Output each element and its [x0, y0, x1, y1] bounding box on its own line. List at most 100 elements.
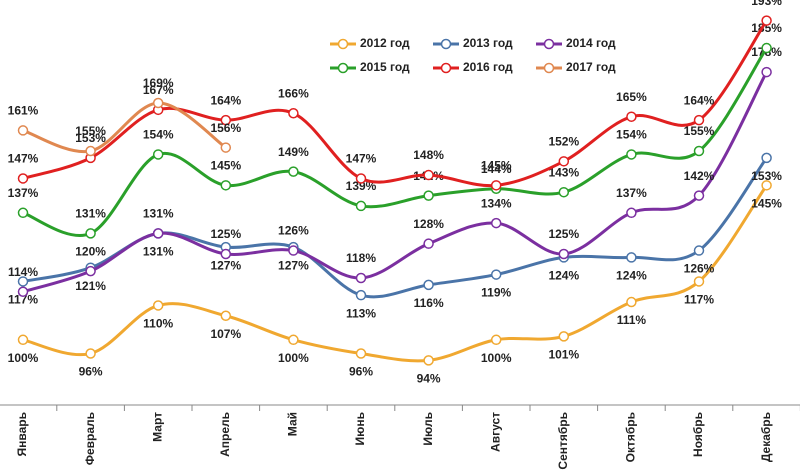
legend-marker — [337, 38, 349, 50]
x-tick-label: Октябрь — [624, 412, 638, 462]
point — [17, 276, 29, 287]
legend-label: 2012 год — [360, 36, 410, 50]
data-label: 101% — [548, 348, 579, 362]
point — [85, 145, 96, 157]
point — [355, 272, 367, 284]
point — [288, 245, 299, 256]
point — [17, 334, 29, 346]
data-label: 126% — [278, 224, 309, 238]
legend-marker — [440, 38, 452, 50]
data-label: 110% — [143, 317, 173, 331]
data-label: 145% — [751, 197, 782, 211]
point — [152, 300, 164, 311]
x-tick-label: Ноябрь — [691, 412, 705, 457]
point — [761, 152, 772, 164]
data-label: 125% — [548, 227, 579, 241]
data-label: 156% — [210, 121, 241, 135]
data-label: 120% — [75, 244, 106, 258]
point — [17, 207, 29, 219]
point — [423, 169, 434, 181]
data-label: 137% — [616, 186, 647, 200]
data-label: 126% — [684, 262, 715, 276]
legend-label: 2014 год — [566, 36, 616, 50]
x-tick-label: Январь — [15, 412, 29, 456]
point — [558, 248, 570, 260]
point — [288, 334, 299, 346]
data-label: 153% — [75, 131, 106, 145]
data-label: 128% — [413, 217, 444, 231]
point — [693, 245, 705, 256]
data-label: 131% — [143, 245, 174, 259]
x-tick-label: Апрель — [218, 412, 232, 457]
point — [152, 228, 164, 239]
data-label: 137% — [8, 186, 39, 200]
point — [220, 248, 232, 260]
point — [490, 180, 502, 191]
data-label: 127% — [278, 258, 309, 272]
point — [85, 348, 96, 359]
point — [423, 279, 434, 291]
point — [490, 269, 502, 280]
point — [490, 217, 502, 229]
point — [693, 114, 705, 126]
data-label: 145% — [210, 159, 241, 173]
data-label: 100% — [278, 351, 309, 365]
data-label: 148% — [413, 148, 444, 162]
point — [626, 296, 637, 308]
x-tick-label: Май — [286, 412, 300, 436]
point — [423, 355, 434, 366]
point — [85, 228, 96, 239]
data-label: 118% — [346, 251, 376, 265]
point — [761, 42, 772, 54]
point — [220, 142, 232, 153]
point — [355, 289, 367, 301]
legend-label: 2017 год — [566, 60, 616, 74]
point — [558, 331, 570, 342]
point — [423, 190, 434, 201]
point — [626, 149, 637, 160]
data-label: 119% — [481, 286, 511, 300]
data-label: 96% — [79, 365, 103, 379]
point — [288, 166, 299, 177]
series-line — [22, 47, 768, 237]
data-label: 144% — [481, 162, 512, 176]
data-label: 116% — [414, 296, 444, 310]
data-label: 111% — [617, 313, 647, 327]
point — [626, 252, 637, 263]
legend-marker — [543, 38, 555, 50]
point — [626, 207, 637, 219]
data-label: 166% — [278, 86, 309, 100]
data-label: 154% — [143, 128, 174, 142]
point — [761, 15, 772, 26]
series-line — [22, 184, 768, 363]
data-label: 113% — [346, 306, 376, 320]
x-tick-label: Август — [488, 412, 502, 452]
point — [17, 173, 29, 184]
data-label: 94% — [417, 372, 441, 386]
legend-label: 2015 год — [360, 60, 410, 74]
data-label: 155% — [684, 124, 715, 138]
point — [85, 265, 96, 277]
data-label: 142% — [684, 169, 715, 183]
data-label: 155% — [75, 124, 106, 138]
data-label: 147% — [346, 152, 377, 166]
point — [355, 348, 367, 359]
x-tick-label: Сентябрь — [556, 412, 570, 470]
data-label: 114% — [8, 265, 38, 279]
point — [17, 125, 29, 136]
x-tick-label: Февраль — [83, 412, 97, 465]
data-label: 121% — [75, 279, 106, 293]
data-label: 169% — [143, 76, 174, 90]
point — [761, 180, 772, 191]
data-label: 164% — [210, 93, 241, 107]
point — [693, 276, 705, 287]
data-label: 96% — [349, 365, 373, 379]
data-label: 131% — [75, 207, 106, 221]
data-label: 143% — [548, 165, 579, 179]
x-tick-label: Июнь — [353, 412, 367, 446]
point — [558, 186, 570, 198]
point — [152, 97, 164, 109]
data-label: 127% — [210, 258, 241, 272]
data-label: 125% — [210, 227, 241, 241]
x-tick-label: Декабрь — [759, 412, 773, 462]
